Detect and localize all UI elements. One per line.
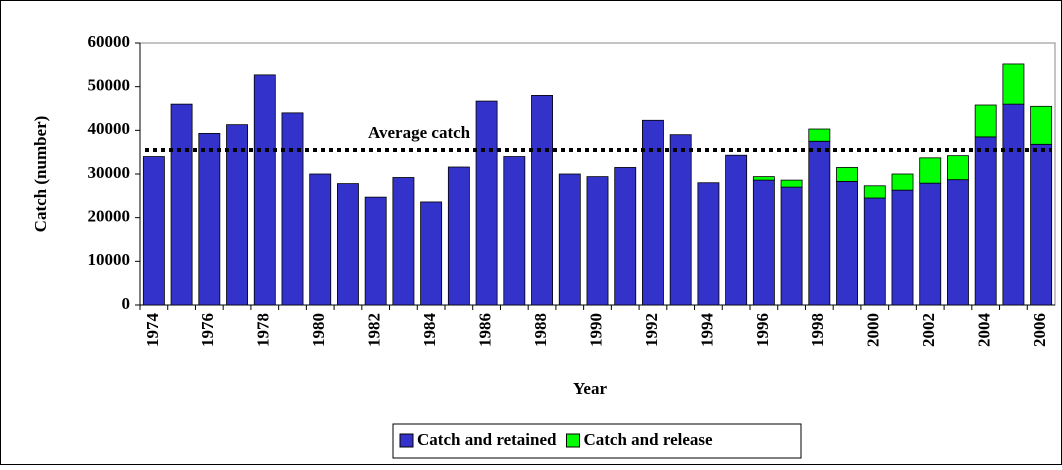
bar-segment [669, 134, 692, 306]
legend-label: Catch and retained [417, 430, 557, 449]
bar-segment [891, 189, 914, 306]
x-tick-label: 2000 [864, 313, 883, 347]
bar-segment [586, 176, 609, 306]
bar-segment [447, 166, 470, 306]
legend-swatch [565, 433, 580, 448]
bar-segment [420, 201, 443, 306]
y-tick-label: 10000 [88, 250, 131, 269]
bar-segment [281, 112, 304, 306]
bar-segment [142, 156, 165, 306]
y-tick-label: 50000 [88, 76, 131, 95]
bar-segment [780, 186, 803, 306]
x-tick-label: 2002 [919, 313, 938, 347]
bar-segment [1002, 63, 1025, 105]
bar-segment [752, 176, 775, 181]
x-tick-label: 1978 [254, 313, 273, 347]
y-tick-label: 20000 [88, 207, 131, 226]
bar-segment [475, 100, 498, 306]
bar-segment [1030, 105, 1053, 145]
x-tick-label: 1990 [586, 313, 605, 347]
x-tick-label: 2004 [975, 313, 994, 348]
legend-label: Catch and release [583, 430, 713, 449]
bar-segment [725, 154, 748, 306]
x-tick-label: 1984 [420, 313, 439, 348]
bar-segment [364, 196, 387, 306]
bar-segment [1030, 143, 1053, 306]
bar-segment [974, 104, 997, 138]
bar-segment [558, 173, 581, 306]
bar-segment [503, 156, 526, 306]
x-tick-label: 1996 [753, 313, 772, 347]
legend-swatch [399, 433, 414, 448]
bar-segment [392, 177, 415, 306]
bar-segment [614, 167, 637, 306]
bar-segment [337, 183, 359, 306]
bar-segment [780, 179, 803, 188]
bar-segment [226, 124, 248, 306]
x-tick-label: 1976 [198, 313, 217, 347]
bar-segment [531, 95, 553, 306]
x-tick-label: 1992 [642, 313, 661, 347]
bar-segment [198, 132, 221, 306]
bar-segment [309, 173, 332, 306]
x-tick-label: 2006 [1030, 313, 1049, 347]
x-axis-title: Year [573, 379, 607, 398]
x-tick-label: 1974 [143, 313, 162, 348]
x-tick-label: 1982 [365, 313, 384, 347]
bar-segment [947, 155, 969, 181]
y-axis-title: Catch (number) [31, 116, 50, 233]
bar-segment [863, 197, 886, 306]
bar-segment [697, 182, 720, 306]
bar-segment [863, 185, 886, 199]
bar-segment [891, 173, 914, 191]
bar-segment [642, 119, 664, 306]
bar-segment [170, 103, 193, 306]
y-tick-label: 60000 [88, 32, 131, 51]
x-tick-label: 1986 [475, 313, 494, 347]
bar-segment [1002, 103, 1025, 306]
bar-segment [836, 167, 858, 182]
y-tick-label: 30000 [88, 163, 131, 182]
bar-segment [836, 181, 858, 306]
x-tick-label: 1998 [808, 313, 827, 347]
bar-segment [752, 179, 775, 306]
bar-segment [919, 157, 942, 184]
x-tick-label: 1994 [697, 313, 716, 348]
bar-segment [947, 179, 969, 306]
y-tick-label: 0 [122, 294, 131, 313]
y-tick-label: 40000 [88, 119, 131, 138]
bar-segment [253, 74, 276, 306]
x-tick-label: 1988 [531, 313, 550, 347]
bar-segment [974, 136, 997, 306]
bar-segment [808, 128, 831, 142]
bar-segment [808, 140, 831, 306]
legend-box [392, 423, 802, 459]
bar-segment [919, 182, 942, 306]
average-label: Average catch [368, 123, 471, 142]
x-tick-label: 1980 [309, 313, 328, 347]
